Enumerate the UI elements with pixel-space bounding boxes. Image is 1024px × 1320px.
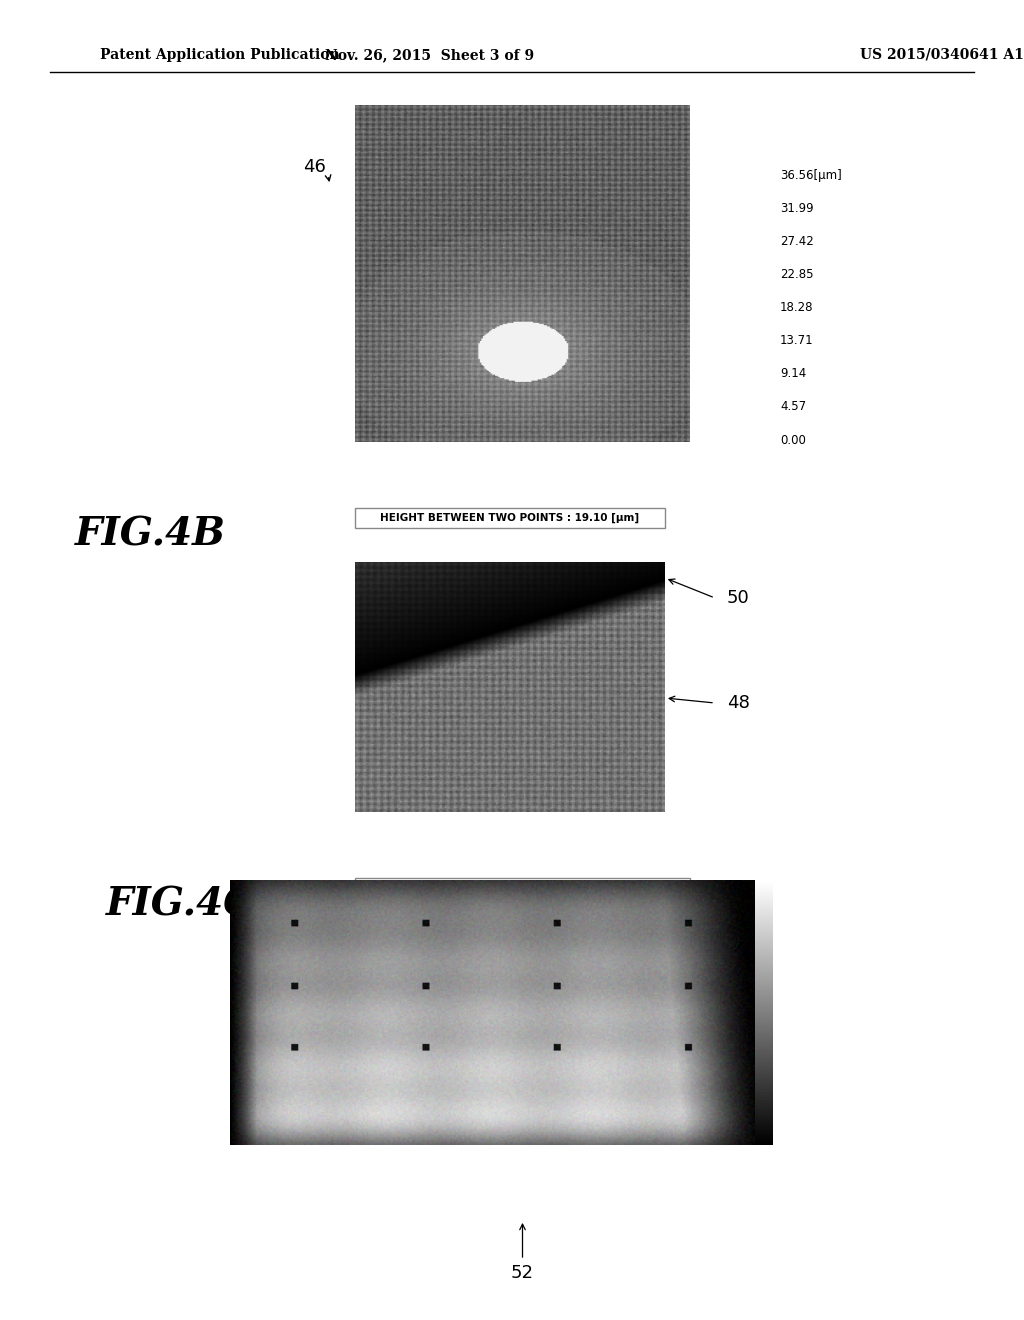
Text: 48: 48 bbox=[294, 977, 316, 995]
Text: 52: 52 bbox=[511, 1265, 534, 1282]
Text: US 2015/0340641 A1: US 2015/0340641 A1 bbox=[860, 48, 1024, 62]
Text: 48: 48 bbox=[727, 694, 750, 711]
Text: 36.56[μm]: 36.56[μm] bbox=[780, 169, 842, 181]
Bar bbox=[380, 912, 386, 920]
Bar bbox=[519, 1121, 526, 1127]
Text: 9.14: 9.14 bbox=[780, 367, 806, 380]
Text: HEIGHT BETWEEN TWO POINTS : 9.80 [μm]: HEIGHT BETWEEN TWO POINTS : 9.80 [μm] bbox=[396, 883, 648, 894]
Text: 31.99: 31.99 bbox=[780, 202, 814, 215]
Text: 0.00: 0.00 bbox=[780, 433, 806, 446]
Text: FIG.4B: FIG.4B bbox=[75, 516, 225, 554]
Text: Patent Application Publication: Patent Application Publication bbox=[100, 48, 340, 62]
Text: 22.85: 22.85 bbox=[780, 268, 813, 281]
Text: 27.42: 27.42 bbox=[780, 235, 814, 248]
Bar bbox=[412, 605, 419, 611]
Text: 4.57: 4.57 bbox=[780, 400, 806, 413]
Text: FIG.4C: FIG.4C bbox=[105, 886, 255, 924]
Text: 50: 50 bbox=[727, 589, 750, 607]
Text: 44: 44 bbox=[488, 158, 512, 176]
Bar bbox=[646, 714, 653, 722]
Text: 13.71: 13.71 bbox=[780, 334, 814, 347]
Text: Nov. 26, 2015  Sheet 3 of 9: Nov. 26, 2015 Sheet 3 of 9 bbox=[326, 48, 535, 62]
FancyBboxPatch shape bbox=[355, 508, 665, 528]
Text: 18.28: 18.28 bbox=[780, 301, 813, 314]
Text: HEIGHT BETWEEN TWO POINTS : 19.10 [μm]: HEIGHT BETWEEN TWO POINTS : 19.10 [μm] bbox=[381, 513, 640, 523]
FancyBboxPatch shape bbox=[355, 878, 690, 898]
Text: FIG.4A: FIG.4A bbox=[416, 111, 564, 149]
Text: 46: 46 bbox=[303, 158, 327, 176]
